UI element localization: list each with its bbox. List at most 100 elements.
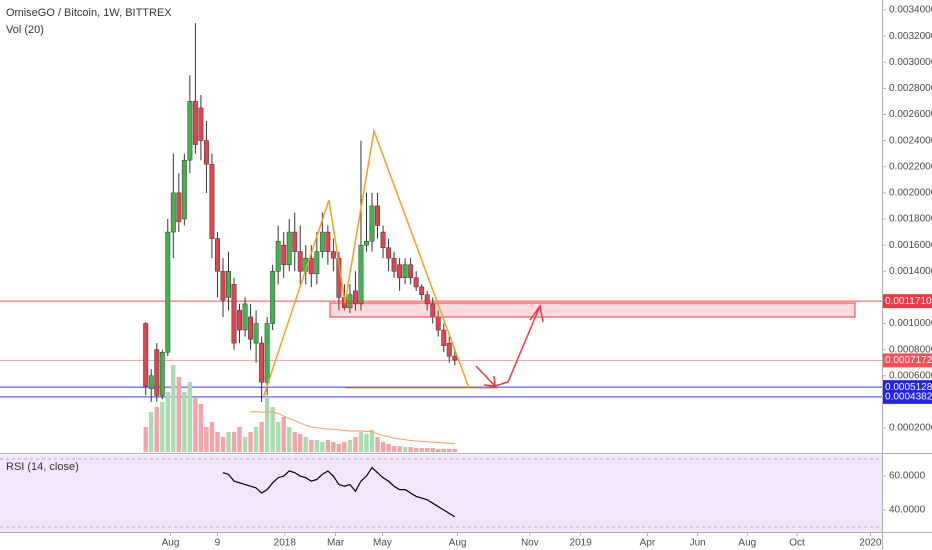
x-tick-label: Oct: [789, 538, 805, 549]
volume-bar: [447, 449, 452, 452]
volume-bar: [204, 427, 209, 452]
y-tick-label: 0.00020000: [889, 423, 932, 434]
volume-bar: [303, 437, 308, 452]
arrow-head: [483, 375, 496, 387]
candle-body: [209, 163, 215, 239]
y-tick-label: 0.00100000: [889, 318, 932, 329]
x-tick-label: Aug: [162, 538, 180, 549]
candle-body: [292, 231, 298, 252]
y-tick-label: 0.00140000: [889, 266, 932, 277]
candle-body: [369, 205, 375, 242]
volume-bar: [226, 432, 231, 452]
volume-bar: [281, 417, 286, 452]
price-tag-label: 0.00117100: [885, 296, 932, 307]
y-tick-label: 0.00220000: [889, 161, 932, 172]
candle-body: [452, 355, 458, 361]
x-tick-label: Nov: [521, 538, 539, 549]
candle-body: [408, 264, 414, 279]
price-tag: [883, 353, 932, 368]
x-tick-label: 2019: [570, 538, 593, 549]
candle-body: [187, 101, 193, 161]
volume-bar: [364, 434, 369, 452]
volume-bar: [436, 449, 441, 452]
y-tick-label: 0.00060000: [889, 370, 932, 381]
price-tag-label: 0.00051283: [885, 382, 932, 393]
candle-body: [198, 107, 204, 141]
resistance-zone: [329, 302, 856, 318]
candle-body: [248, 316, 254, 340]
volume-bar: [193, 397, 198, 452]
candle-body: [314, 251, 320, 275]
volume-bar: [314, 440, 320, 452]
volume-bar: [171, 365, 176, 452]
candle-body: [347, 294, 353, 309]
volume-bar: [209, 422, 215, 452]
candle-body: [413, 277, 419, 288]
arrow-head: [529, 304, 544, 323]
candle-body: [259, 342, 265, 383]
price-tag: [883, 389, 932, 404]
volume-bar: [309, 440, 314, 452]
y-tick-label: 0.00200000: [889, 188, 932, 199]
volume-bar: [242, 437, 248, 452]
candle-body: [358, 244, 364, 305]
volume-bar: [160, 402, 165, 452]
volume-bar: [391, 446, 397, 452]
x-tick-label: 2018: [274, 538, 297, 549]
volume-title: Vol (20): [6, 24, 44, 36]
candle-body: [424, 294, 430, 305]
volume-bar: [198, 404, 204, 452]
volume-bar: [292, 432, 297, 452]
x-tick-label: Jun: [690, 538, 706, 549]
projection-arrow: [475, 305, 541, 387]
volume-ma: [250, 411, 455, 444]
y-tick-label: 0.00080000: [889, 344, 932, 355]
volume-bar: [408, 447, 413, 452]
candle-body: [270, 271, 276, 324]
candle-body: [419, 286, 425, 296]
volume-bar: [386, 444, 391, 452]
y-tick-label: 0.00240000: [889, 135, 932, 146]
volume-bar: [264, 397, 270, 452]
volume-bar: [253, 427, 259, 452]
candle-body: [441, 329, 447, 346]
volume-bar: [452, 449, 457, 452]
volume-bar: [176, 377, 182, 452]
volume-bar: [220, 437, 226, 452]
x-tick-label: Apr: [640, 538, 656, 549]
volume-bar: [336, 444, 342, 452]
candle-body: [286, 231, 292, 265]
volume-bar: [187, 382, 193, 452]
candle-body: [281, 244, 287, 265]
volume-bar: [375, 437, 380, 452]
candle-body: [308, 257, 314, 275]
x-tick-label: May: [373, 538, 392, 549]
candle-body: [192, 101, 198, 145]
candle-body: [159, 351, 165, 396]
candle-body: [364, 240, 369, 246]
candle-body: [143, 323, 149, 387]
volume-bar: [347, 440, 353, 452]
candle-body: [319, 231, 325, 252]
volume-bar: [182, 392, 187, 452]
candle-body: [148, 375, 154, 390]
volume-bar: [149, 412, 154, 452]
y-tick-label: 0.00340000: [889, 5, 932, 16]
candle-body: [220, 271, 226, 301]
y-tick-label: 0.00160000: [889, 240, 932, 251]
candle-body: [297, 251, 303, 272]
rsi-pane: [0, 455, 882, 532]
volume-bar: [342, 442, 347, 452]
candle-body: [391, 257, 397, 272]
volume-bar: [369, 430, 375, 452]
candle-body: [264, 323, 270, 383]
rsi-title: RSI (14, close): [6, 461, 79, 473]
volume-bar: [248, 432, 253, 452]
candle-body: [352, 290, 358, 305]
volume-bar: [425, 448, 430, 452]
y-tick-label: 0.00260000: [889, 109, 932, 120]
y-tick-label: 0.00320000: [889, 31, 932, 42]
candle-body: [165, 231, 171, 353]
volume-bar: [275, 422, 281, 452]
